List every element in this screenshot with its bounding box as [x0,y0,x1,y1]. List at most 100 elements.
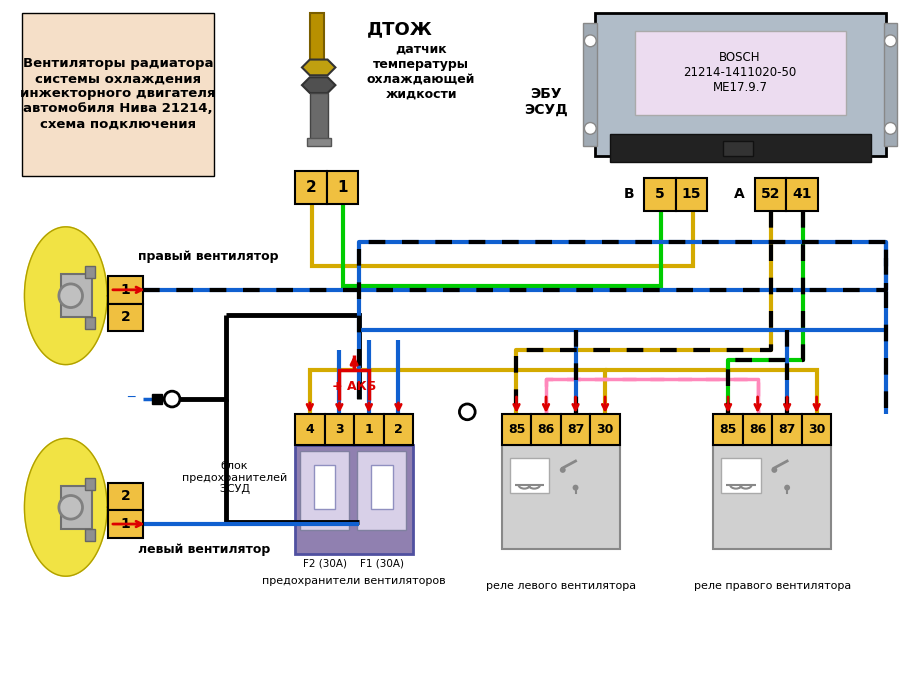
Text: 41: 41 [792,187,811,202]
Circle shape [573,485,578,490]
Bar [153,394,163,404]
Bar [326,171,358,204]
Text: датчик
температуры
охлаждающей
жидкости: датчик температуры охлаждающей жидкости [367,43,475,101]
Circle shape [584,123,596,134]
Bar [108,276,142,304]
Polygon shape [25,227,108,364]
Bar [108,510,142,538]
Text: 2: 2 [305,180,316,195]
Bar [61,486,92,529]
Circle shape [165,391,180,407]
Bar [610,134,871,162]
Text: 86: 86 [749,423,766,436]
Text: левый вентилятор: левый вентилятор [138,543,270,556]
Bar [590,414,619,445]
Polygon shape [302,59,335,76]
Circle shape [59,496,83,519]
Text: 1: 1 [365,423,373,436]
Bar [721,458,761,492]
Bar [502,445,619,549]
Bar [22,14,214,176]
Text: 30: 30 [808,423,825,436]
Text: F1 (30А): F1 (30А) [359,558,403,569]
Bar [754,178,786,211]
Bar [313,465,335,509]
Text: 15: 15 [682,187,701,202]
Text: 3: 3 [335,423,344,436]
Circle shape [584,35,596,47]
Text: 52: 52 [761,187,780,202]
Bar [85,266,96,278]
Bar [295,414,324,445]
Circle shape [771,467,777,473]
Bar [108,304,142,331]
Bar [510,458,549,492]
Bar [295,171,326,204]
Text: блок
предохранителей
ЭСУД: блок предохранителей ЭСУД [182,461,288,494]
Circle shape [59,284,83,308]
Bar [561,414,590,445]
Bar [324,414,354,445]
Circle shape [560,467,566,473]
Circle shape [460,404,475,419]
Text: 1: 1 [120,283,130,297]
Bar [635,31,846,114]
Circle shape [885,123,896,134]
Text: + АКБ: + АКБ [332,380,376,393]
Bar [307,138,331,146]
Text: реле левого вентилятора: реле левого вентилятора [486,581,636,591]
Bar [357,452,406,530]
Bar [85,478,96,490]
Bar [383,414,414,445]
Bar [61,274,92,317]
Bar [713,445,832,549]
Polygon shape [302,77,335,93]
Bar [802,414,832,445]
Bar [772,414,802,445]
Bar [354,414,383,445]
Text: ЭБУ
ЭСУД: ЭБУ ЭСУД [524,86,568,117]
Text: 86: 86 [538,423,555,436]
Text: В: В [624,187,635,202]
Text: 1: 1 [337,180,347,195]
Bar [85,529,96,541]
Bar [531,414,561,445]
Text: Вентиляторы радиатора
системы охлаждения
инжекторного двигателя
автомобиля Нива : Вентиляторы радиатора системы охлаждения… [20,57,216,131]
Text: 2: 2 [120,311,130,324]
Text: ДТОЖ: ДТОЖ [367,20,433,38]
Bar [723,141,753,156]
Text: 85: 85 [720,423,737,436]
Text: 4: 4 [305,423,314,436]
Text: предохранители вентиляторов: предохранители вентиляторов [262,576,446,586]
Bar [502,414,531,445]
Bar [883,23,897,146]
Bar [743,414,772,445]
Bar [85,317,96,329]
Text: F2 (30А): F2 (30А) [302,558,346,569]
Bar [300,452,349,530]
Text: правый вентилятор: правый вентилятор [138,250,278,263]
Bar [713,414,743,445]
Bar [676,178,708,211]
Text: 30: 30 [596,423,614,436]
Text: 5: 5 [655,187,665,202]
Bar [786,178,818,211]
Text: реле правого вентилятора: реле правого вентилятора [694,581,851,591]
Text: 2: 2 [394,423,403,436]
Bar [108,483,142,510]
Text: ─: ─ [127,391,135,404]
Text: 87: 87 [567,423,584,436]
Bar [310,93,327,142]
Bar [584,23,597,146]
Bar [295,445,414,554]
Bar [644,178,676,211]
Circle shape [784,485,790,490]
Text: А: А [734,187,744,202]
Text: 87: 87 [778,423,796,436]
Circle shape [885,35,896,47]
Text: 1: 1 [120,517,130,531]
Bar [310,14,323,67]
Bar [371,465,392,509]
Text: 85: 85 [508,423,525,436]
Text: 2: 2 [120,490,130,503]
